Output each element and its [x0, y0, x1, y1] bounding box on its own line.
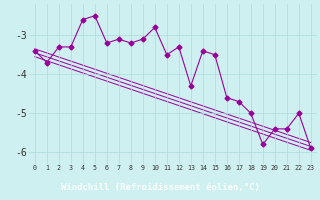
- Text: Windchill (Refroidissement éolien,°C): Windchill (Refroidissement éolien,°C): [60, 183, 260, 192]
